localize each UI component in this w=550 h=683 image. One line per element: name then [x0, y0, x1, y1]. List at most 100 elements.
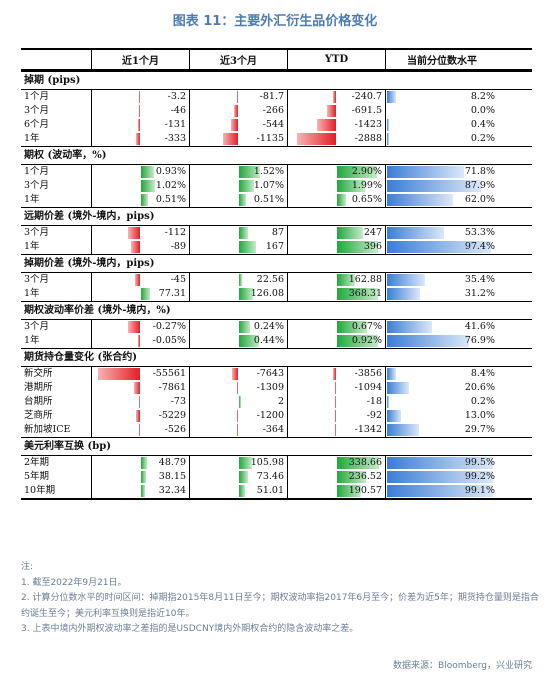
cell-value: 2.90% — [351, 166, 382, 177]
value-cell: 105.98 — [189, 456, 287, 470]
value-cell: 396 — [287, 240, 385, 254]
percentile-bar — [387, 133, 389, 145]
cell-value: 0.67% — [351, 321, 382, 332]
percentile-bar — [387, 321, 432, 333]
value-cell: 338.66 — [287, 456, 385, 470]
positive-bar — [141, 485, 145, 497]
negative-bar — [136, 410, 140, 422]
cell-value: 1.52% — [253, 166, 284, 177]
notes-head: 注: — [21, 562, 34, 572]
percentile-value: 8.4% — [470, 368, 495, 379]
row-label: 3个月 — [24, 274, 50, 285]
figure-title: 图表 11：主要外汇衍生品价格变化 — [172, 14, 378, 29]
percentile-bar — [387, 485, 494, 497]
value-cell: 1.07% — [189, 179, 287, 193]
negative-bar — [332, 91, 336, 103]
percentile-cell: 0.2% — [385, 132, 498, 146]
value-cell: 0.65% — [287, 193, 385, 207]
table-header: 近1个月 近3个月 YTD 当前分位数水平 — [21, 50, 532, 71]
negative-bar — [138, 119, 140, 131]
cell-value: 77.31 — [158, 288, 186, 299]
value-cell: -691.5 — [287, 104, 385, 118]
positive-bar — [337, 288, 379, 300]
row-label: 2年期 — [24, 457, 50, 468]
cell-value: 247 — [363, 227, 382, 238]
table-row: 芝商所 -5229 -1200 -92 13.0% — [21, 409, 532, 423]
value-cell: -1200 — [189, 409, 287, 423]
cell-value: 22.56 — [256, 274, 284, 285]
cell-value: -45 — [170, 274, 186, 285]
negative-bar — [232, 368, 238, 380]
value-cell: -112 — [91, 226, 189, 240]
table-row: 6个月 -131 -544 -1423 0.4% — [21, 118, 532, 132]
value-cell: 126.08 — [189, 287, 287, 301]
row-label: 1个月 — [24, 166, 50, 177]
value-cell: -81.7 — [189, 90, 287, 104]
positive-bar — [337, 335, 379, 347]
cell-value: 190.57 — [348, 485, 382, 496]
value-cell: -7643 — [189, 367, 287, 381]
cell-value: -46 — [170, 105, 186, 116]
cell-value: -81.7 — [259, 91, 284, 102]
value-cell: 0.24% — [189, 320, 287, 334]
negative-bar — [138, 91, 140, 103]
percentile-value: 8.2% — [470, 91, 495, 102]
cell-value: 396 — [363, 241, 382, 252]
percentile-bar — [387, 119, 389, 131]
table-row: 5年期 38.15 73.46 236.52 99.2% — [21, 470, 532, 484]
percentile-value: 62.0% — [464, 194, 495, 205]
value-cell: 2 — [189, 395, 287, 409]
positive-bar — [141, 471, 146, 483]
negative-bar — [130, 241, 140, 253]
table-row: 1个月 0.93% 1.52% 2.90% 71.8% — [21, 165, 532, 179]
cell-value: 236.52 — [348, 471, 382, 482]
value-cell: 167 — [189, 240, 287, 254]
cell-value: 87 — [271, 227, 284, 238]
row-label: 港期所 — [24, 382, 53, 393]
positive-bar — [239, 227, 249, 239]
percentile-value: 20.6% — [464, 382, 495, 393]
positive-bar — [239, 471, 249, 483]
percentile-value: 0.2% — [470, 133, 495, 144]
percentile-cell: 20.6% — [385, 381, 498, 395]
cell-value: 0.65% — [351, 194, 382, 205]
percentile-cell: 0.0% — [385, 104, 498, 118]
row-label: 1年 — [24, 133, 40, 144]
negative-bar — [236, 91, 238, 103]
notes: 注: 1. 截至2022年9月21日。 2. 计算分位数水平的时间区间：掉期指2… — [21, 560, 541, 638]
positive-bar — [337, 227, 363, 239]
cell-value: -55561 — [152, 368, 186, 379]
data-source: 数据来源：Bloomberg，兴业研究 — [393, 661, 532, 671]
header-1m: 近1个月 — [91, 50, 189, 69]
cell-value: -240.7 — [351, 91, 382, 102]
row-label: 1年 — [24, 335, 40, 346]
value-cell: -3.2 — [91, 90, 189, 104]
negative-bar — [334, 410, 336, 422]
cell-value: 0.92% — [351, 335, 382, 346]
percentile-cell: 71.8% — [385, 165, 498, 179]
percentile-value: 0.4% — [470, 119, 495, 130]
positive-bar — [337, 166, 378, 178]
value-cell: -18 — [287, 395, 385, 409]
cell-value: -3.2 — [167, 91, 186, 102]
cell-value: 1.99% — [351, 180, 382, 191]
row-label: 6个月 — [24, 119, 50, 130]
percentile-cell: 31.2% — [385, 287, 498, 301]
cell-value: -1342 — [354, 424, 382, 435]
percentile-cell: 0.4% — [385, 118, 498, 132]
percentile-bar — [387, 241, 492, 253]
cell-value: -3856 — [354, 368, 382, 379]
positive-bar — [141, 180, 156, 192]
cell-value: 0.51% — [253, 194, 284, 205]
positive-bar — [337, 194, 346, 206]
value-cell: -7861 — [91, 381, 189, 395]
negative-bar — [137, 335, 140, 347]
value-cell: -2888 — [287, 132, 385, 146]
cell-value: -526 — [164, 424, 186, 435]
percentile-bar — [387, 471, 494, 483]
cell-value: -0.27% — [152, 321, 186, 332]
header-3m: 近3个月 — [189, 50, 287, 69]
table-row: 1年 -333 -1135 -2888 0.2% — [21, 132, 532, 146]
positive-bar — [337, 180, 365, 192]
negative-bar — [97, 368, 140, 380]
